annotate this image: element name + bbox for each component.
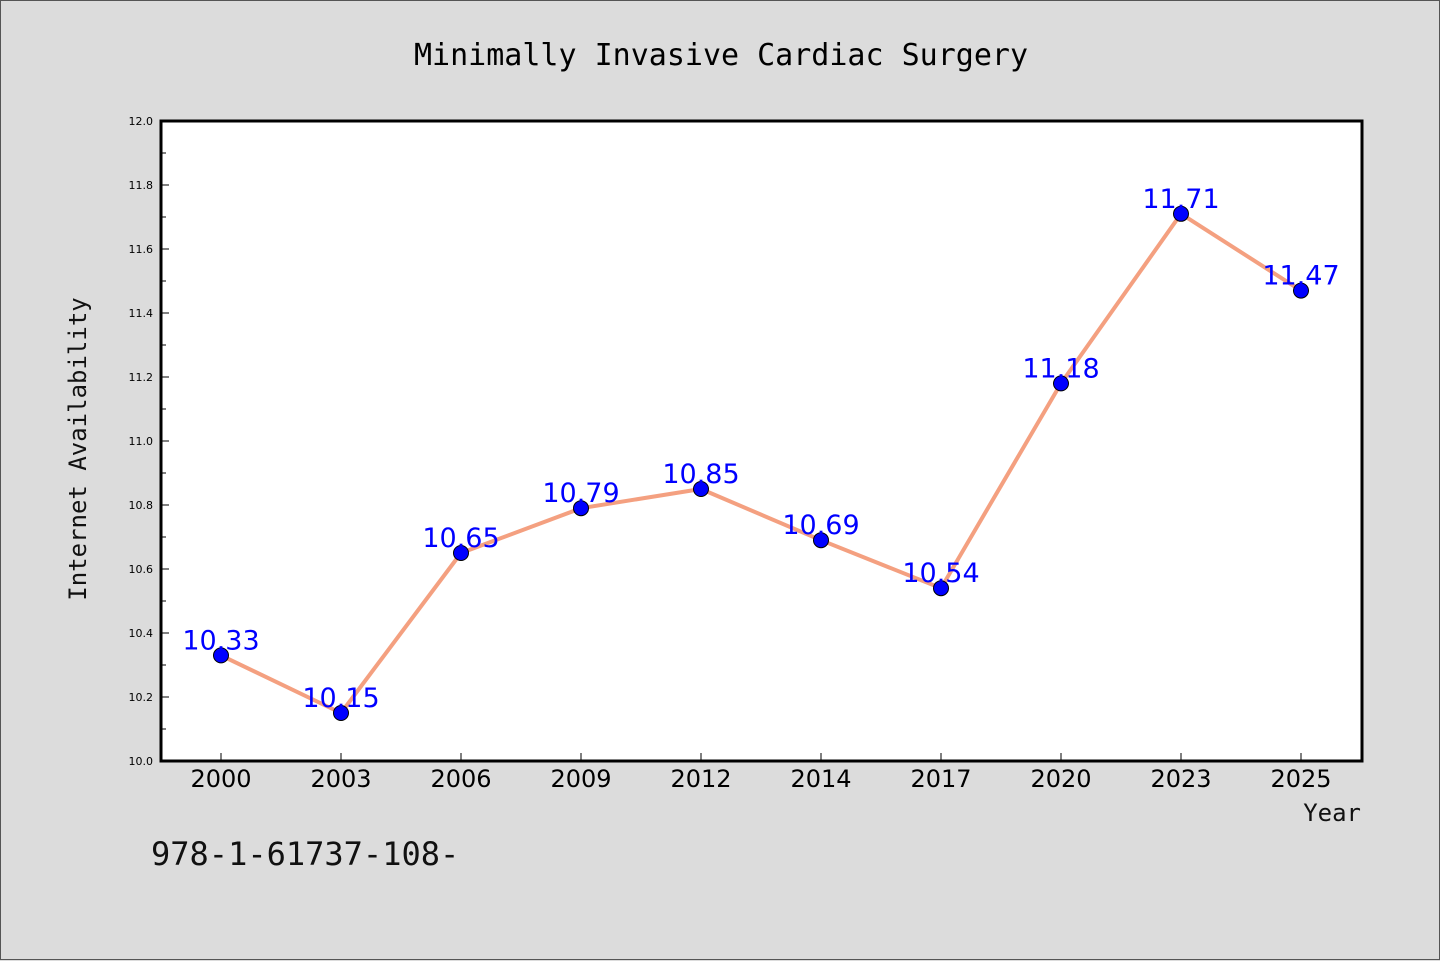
data-label: 11.47 (1262, 261, 1339, 292)
x-tick-label: 2014 (790, 765, 851, 793)
x-tick-label: 2006 (430, 765, 491, 793)
data-label: 10.15 (302, 683, 379, 714)
data-point (933, 580, 949, 597)
plot-area (159, 119, 1364, 763)
x-axis-label: Year (1303, 799, 1361, 827)
data-label: 10.85 (662, 459, 739, 490)
x-tick-label: 2025 (1270, 765, 1331, 793)
y-tick-label: 11.0 (129, 435, 154, 448)
x-tick-label: 2020 (1030, 765, 1091, 793)
y-tick-label: 10.2 (129, 691, 154, 704)
data-label: 11.71 (1142, 184, 1219, 215)
x-tick-label: 2023 (1150, 765, 1211, 793)
series-group: 10.33 10.15 10.65 10.79 10.85 10.69 10.54 11.18… (182, 184, 1340, 721)
y-axis-ticks: 10.0 10.2 10.4 10.6 10.8 11.0 11.2 11.4 11.6 11.8… (129, 115, 169, 768)
chart-title: Minimally Invasive Cardiac Surgery (414, 38, 1028, 73)
x-tick-label: 2012 (670, 765, 731, 793)
data-point (813, 532, 829, 549)
data-point (453, 545, 469, 561)
data-point (333, 705, 349, 721)
data-point (1293, 282, 1309, 299)
x-tick-label: 2017 (910, 765, 971, 793)
x-tick-label: 2009 (550, 765, 611, 793)
y-tick-label: 10.8 (129, 499, 154, 512)
y-tick-label: 11.4 (129, 307, 154, 320)
data-label: 10.33 (182, 625, 259, 656)
data-label: 10.65 (422, 523, 499, 554)
data-label: 10.54 (902, 558, 979, 589)
series-line (220, 211, 1303, 715)
y-tick-label: 10.0 (129, 755, 154, 768)
data-label: 10.79 (542, 478, 619, 509)
y-tick-label: 11.8 (129, 179, 154, 192)
data-point (213, 647, 229, 664)
data-label: 10.69 (782, 510, 859, 541)
y-tick-label: 10.4 (129, 627, 154, 640)
data-point (1053, 375, 1069, 392)
x-axis-ticks: 2000 2003 2006 2009 2012 2014 2017 2020 2023 2025 (190, 753, 1332, 793)
data-label: 11.18 (1022, 353, 1099, 384)
footer-code: 978-1-61737-108- (151, 835, 459, 873)
y-tick-label: 11.6 (129, 243, 154, 256)
y-axis-label: Internet Availability (64, 297, 92, 600)
x-tick-label: 2003 (310, 765, 371, 793)
x-tick-label: 2000 (190, 765, 251, 793)
y-tick-label: 12.0 (129, 115, 154, 128)
data-point (1173, 205, 1189, 222)
y-tick-label: 10.6 (129, 563, 154, 576)
y-tick-label: 11.2 (129, 371, 154, 384)
data-point (693, 481, 709, 497)
data-point (573, 500, 589, 517)
